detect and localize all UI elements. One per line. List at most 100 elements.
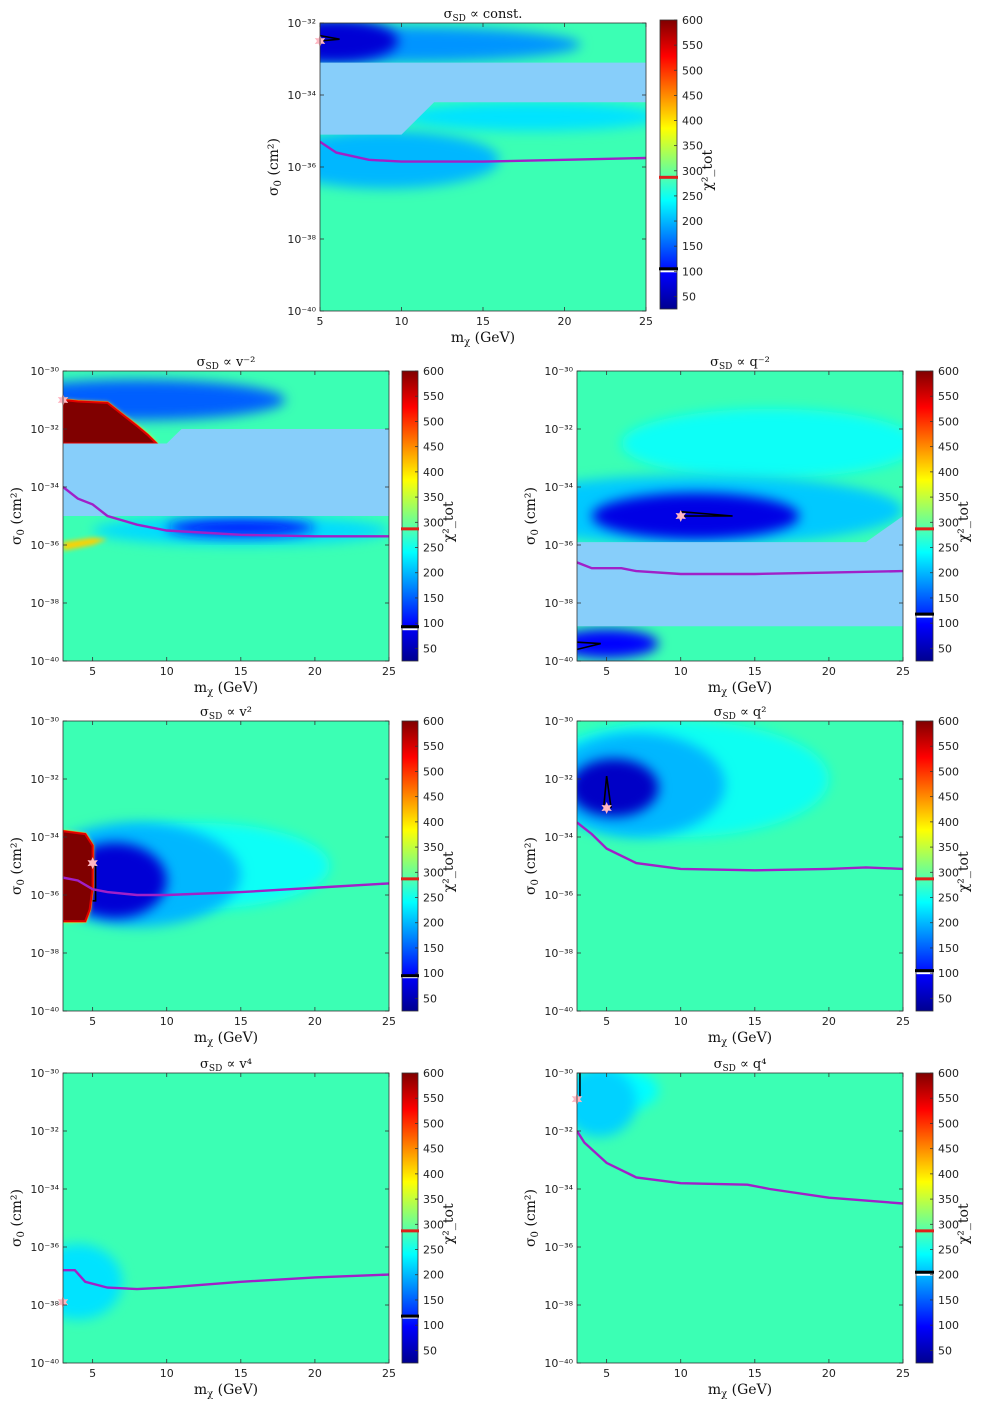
hot-strip xyxy=(63,537,108,551)
x-tick-label: 15 xyxy=(234,665,248,678)
plot-area xyxy=(320,23,646,311)
colorbar-tick-label: 150 xyxy=(423,1294,444,1307)
x-axis-label: mχ (GeV) xyxy=(194,680,258,698)
y-tick-label: 10⁻⁴⁰ xyxy=(30,1357,59,1370)
colorbar-tick-label: 400 xyxy=(423,1168,444,1181)
colorbar-tick-label: 100 xyxy=(423,967,444,980)
x-tick-label: 10 xyxy=(160,665,174,678)
excluded-band xyxy=(63,429,389,516)
colorbar-tick-label: 600 xyxy=(423,715,444,728)
exclusion-limit-line xyxy=(577,821,903,872)
colorbar-tick-label: 350 xyxy=(938,1193,959,1206)
colorbar-tick-label: 500 xyxy=(938,765,959,778)
chi2-region xyxy=(577,629,659,659)
y-tick-label: 10⁻³⁸ xyxy=(287,233,316,246)
colorbar-marker-red xyxy=(659,175,678,179)
colorbar-tick-label: 300 xyxy=(938,866,959,879)
x-tick-label: 25 xyxy=(639,315,653,328)
colorbar-tick-label: 300 xyxy=(682,165,703,178)
x-tick-label: 10 xyxy=(674,1015,688,1028)
colorbar-marker-black xyxy=(401,974,419,978)
colorbar-gradient xyxy=(660,20,677,309)
y-tick-label: 10⁻³⁸ xyxy=(30,947,59,960)
x-tick-label: 5 xyxy=(603,1015,610,1028)
y-tick-label: 10⁻³⁴ xyxy=(544,831,573,844)
colorbar-tick-label: 550 xyxy=(423,390,444,403)
colorbar-frame xyxy=(915,370,934,662)
colorbar-frame xyxy=(401,1072,419,1364)
x-tick-label: 15 xyxy=(748,1015,762,1028)
x-tick-label: 20 xyxy=(308,665,322,678)
colorbar-tick-label: 500 xyxy=(423,415,444,428)
axes-frame xyxy=(576,720,904,1012)
colorbar-tick-label: 400 xyxy=(423,466,444,479)
colorbar-tick-label: 50 xyxy=(938,642,952,655)
colorbar-tick-label: 350 xyxy=(423,491,444,504)
colorbar-tick-label: 150 xyxy=(423,592,444,605)
x-tick-label: 15 xyxy=(476,315,490,328)
colorbar-label: χ²_tot xyxy=(441,1203,457,1244)
panel-vm2: 5 10 15 20 25 10⁻⁴⁰ 10⁻³⁸ 10⁻³⁶ 10⁻³⁴ 10⁻³² 10⁻³⁰ σ… xyxy=(9,355,457,698)
colorbar-tick-label: 450 xyxy=(938,791,959,804)
colorbar-tick-label: 600 xyxy=(423,1067,444,1080)
panel-title: σSD ∝ q⁴ xyxy=(714,1057,767,1074)
x-tick-label: 25 xyxy=(896,1015,910,1028)
x-tick-label: 10 xyxy=(674,1367,688,1380)
colorbar-tick-label: 200 xyxy=(423,1269,444,1282)
y-tick-label: 10⁻⁴⁰ xyxy=(544,1357,573,1370)
colorbar-gradient xyxy=(916,721,933,1011)
y-tick-label: 10⁻³⁸ xyxy=(30,1299,59,1312)
y-tick-label: 10⁻⁴⁰ xyxy=(544,1005,573,1018)
y-tick-label: 10⁻³⁶ xyxy=(30,889,59,902)
chi2-region xyxy=(621,408,903,479)
y-tick-label: 10⁻³⁴ xyxy=(30,831,59,844)
exclusion-limit-line xyxy=(63,486,389,538)
colorbar-tick-label: 500 xyxy=(682,64,703,77)
colorbar-tick-label: 500 xyxy=(938,1117,959,1130)
colorbar-tick-label: 200 xyxy=(423,567,444,580)
colorbar-tick-label: 600 xyxy=(938,365,959,378)
y-tick-label: 10⁻³⁰ xyxy=(30,715,59,728)
colorbar-tick-label: 350 xyxy=(938,491,959,504)
colorbar-tick-label: 50 xyxy=(938,992,952,1005)
y-tick-label: 10⁻³² xyxy=(544,1125,573,1138)
panel-title: σSD ∝ q⁻² xyxy=(710,355,770,372)
colorbar-marker-red xyxy=(401,877,419,881)
y-tick-label: 10⁻⁴⁰ xyxy=(287,305,316,318)
colorbar-tick-label: 500 xyxy=(423,1117,444,1130)
colorbar-tick-label: 450 xyxy=(682,89,703,102)
colorbar: 50 100 150 200 250 300 350 400 450 500 550 600 χ²_to… xyxy=(401,365,457,662)
colorbar-tick-label: 350 xyxy=(423,1193,444,1206)
colorbar-cut xyxy=(402,628,418,631)
colorbar-tick-label: 450 xyxy=(423,1143,444,1156)
colorbar-tick-label: 400 xyxy=(682,115,703,128)
colorbar-gradient xyxy=(916,1073,933,1363)
axes-frame xyxy=(576,370,904,662)
plot-area xyxy=(577,1073,903,1363)
y-axis-label: σ0 (cm²) xyxy=(266,138,284,196)
colorbar-tick-label: 50 xyxy=(423,992,437,1005)
colorbar-label: χ²_tot xyxy=(441,851,457,892)
colorbar-tick-label: 550 xyxy=(423,1092,444,1105)
colorbar-tick-label: 100 xyxy=(938,617,959,630)
x-axis-label: mχ (GeV) xyxy=(708,680,772,698)
x-axis-label: mχ (GeV) xyxy=(451,330,515,348)
colorbar-tick-label: 400 xyxy=(938,1168,959,1181)
y-axis-label: σ0 (cm²) xyxy=(9,487,27,545)
x-tick-label: 25 xyxy=(382,1367,396,1380)
colorbar-marker-black xyxy=(401,625,419,629)
colorbar-tick-label: 600 xyxy=(938,715,959,728)
colorbar-tick-label: 550 xyxy=(938,390,959,403)
x-tick-label: 5 xyxy=(89,665,96,678)
colorbar-tick-label: 250 xyxy=(938,1244,959,1257)
x-tick-label: 10 xyxy=(395,315,409,328)
y-tick-label: 10⁻³⁶ xyxy=(544,539,573,552)
colorbar-tick-label: 550 xyxy=(423,740,444,753)
panel-q4: 5 10 15 20 25 10⁻⁴⁰ 10⁻³⁸ 10⁻³⁶ 10⁻³⁴ 10⁻³² 10⁻³⁰ σ… xyxy=(523,1057,972,1400)
colorbar-tick-label: 150 xyxy=(682,240,703,253)
y-tick-label: 10⁻³⁴ xyxy=(544,481,573,494)
chi2-region xyxy=(63,1244,123,1320)
y-tick-label: 10⁻³² xyxy=(544,773,573,786)
colorbar-tick-label: 250 xyxy=(423,542,444,555)
